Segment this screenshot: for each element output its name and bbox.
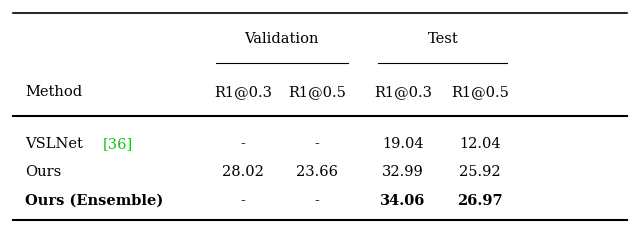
Text: Ours (Ensemble): Ours (Ensemble) <box>25 194 163 208</box>
Text: 12.04: 12.04 <box>459 137 500 151</box>
Text: R1@0.3: R1@0.3 <box>374 85 432 99</box>
Text: Test: Test <box>428 32 458 46</box>
Text: 32.99: 32.99 <box>382 165 424 179</box>
Text: -: - <box>314 137 319 151</box>
Text: 23.66: 23.66 <box>296 165 338 179</box>
Text: VSLNet: VSLNet <box>25 137 88 151</box>
Text: -: - <box>241 194 246 208</box>
Text: -: - <box>241 137 246 151</box>
Text: Ours: Ours <box>25 165 61 179</box>
Text: 25.92: 25.92 <box>459 165 500 179</box>
Text: R1@0.5: R1@0.5 <box>451 85 509 99</box>
Text: 28.02: 28.02 <box>222 165 264 179</box>
Text: [36]: [36] <box>102 137 132 151</box>
Text: -: - <box>314 194 319 208</box>
Text: 19.04: 19.04 <box>382 137 424 151</box>
Text: Validation: Validation <box>244 32 319 46</box>
Text: 34.06: 34.06 <box>380 194 426 208</box>
Text: R1@0.5: R1@0.5 <box>288 85 346 99</box>
Text: R1@0.3: R1@0.3 <box>214 85 272 99</box>
Text: Method: Method <box>25 85 82 99</box>
Text: 26.97: 26.97 <box>457 194 502 208</box>
